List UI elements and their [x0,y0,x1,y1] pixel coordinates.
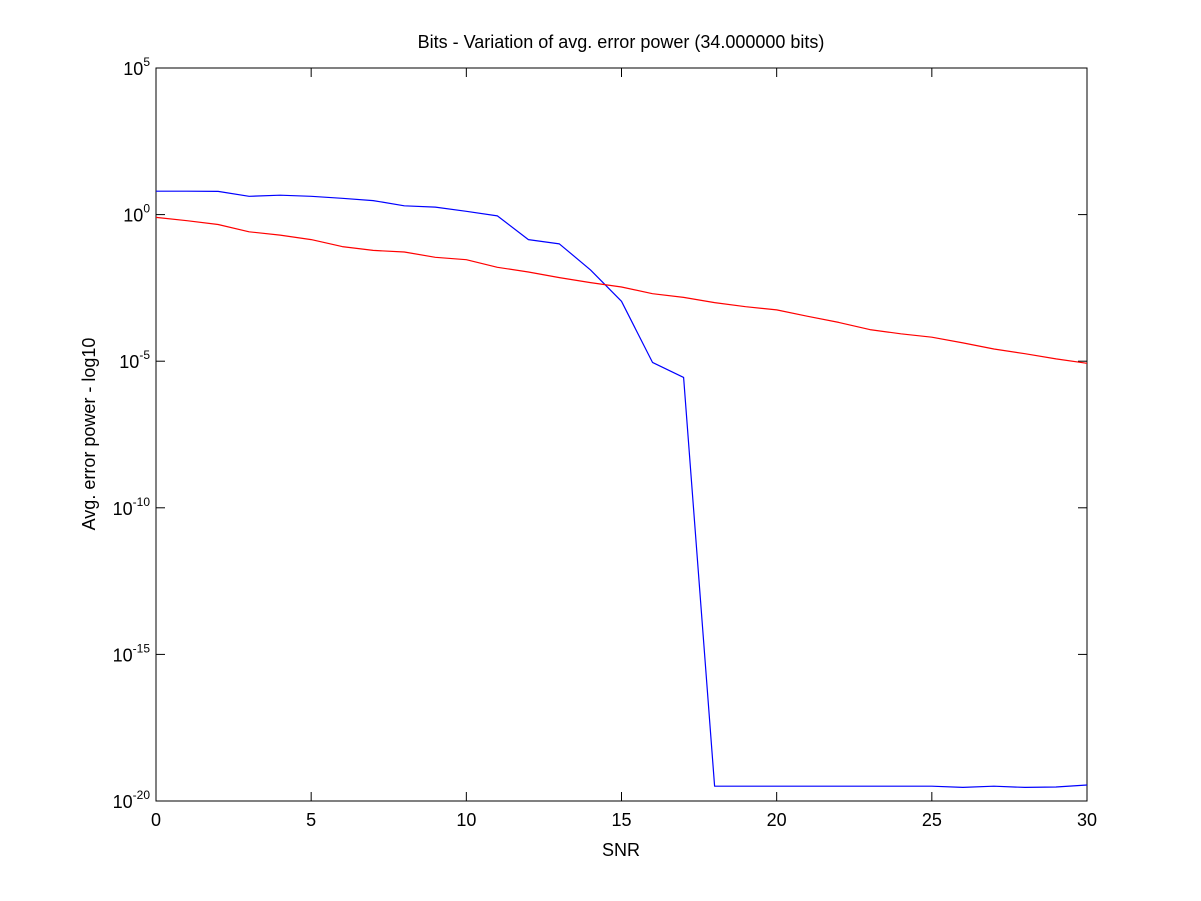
x-tick-label: 10 [456,810,476,830]
x-axis-label: SNR [602,840,640,860]
y-tick-label: 100 [123,202,150,226]
y-tick-label: 10-5 [119,348,150,372]
x-tick-label: 25 [922,810,942,830]
x-tick-label: 30 [1077,810,1097,830]
chart-title: Bits - Variation of avg. error power (34… [418,32,825,52]
y-tick-label: 10-10 [113,495,151,519]
y-tick-label: 10-20 [113,788,151,812]
y-tick-label: 10-15 [113,641,151,665]
x-tick-label: 15 [611,810,631,830]
y-axis-label: Avg. error power - log10 [79,338,99,531]
axes-frame [155,67,1088,802]
series-line-2 [155,216,1088,364]
x-tick-label: 20 [767,810,787,830]
x-tick-label: 5 [306,810,316,830]
series-line-1 [156,190,1088,789]
plot-area: 0 5 10 15 20 25 30 105 100 10-5 10-10 10-15 10-20 [113,55,1097,830]
x-tick-label: 0 [151,810,161,830]
y-tick-label: 105 [123,55,150,79]
